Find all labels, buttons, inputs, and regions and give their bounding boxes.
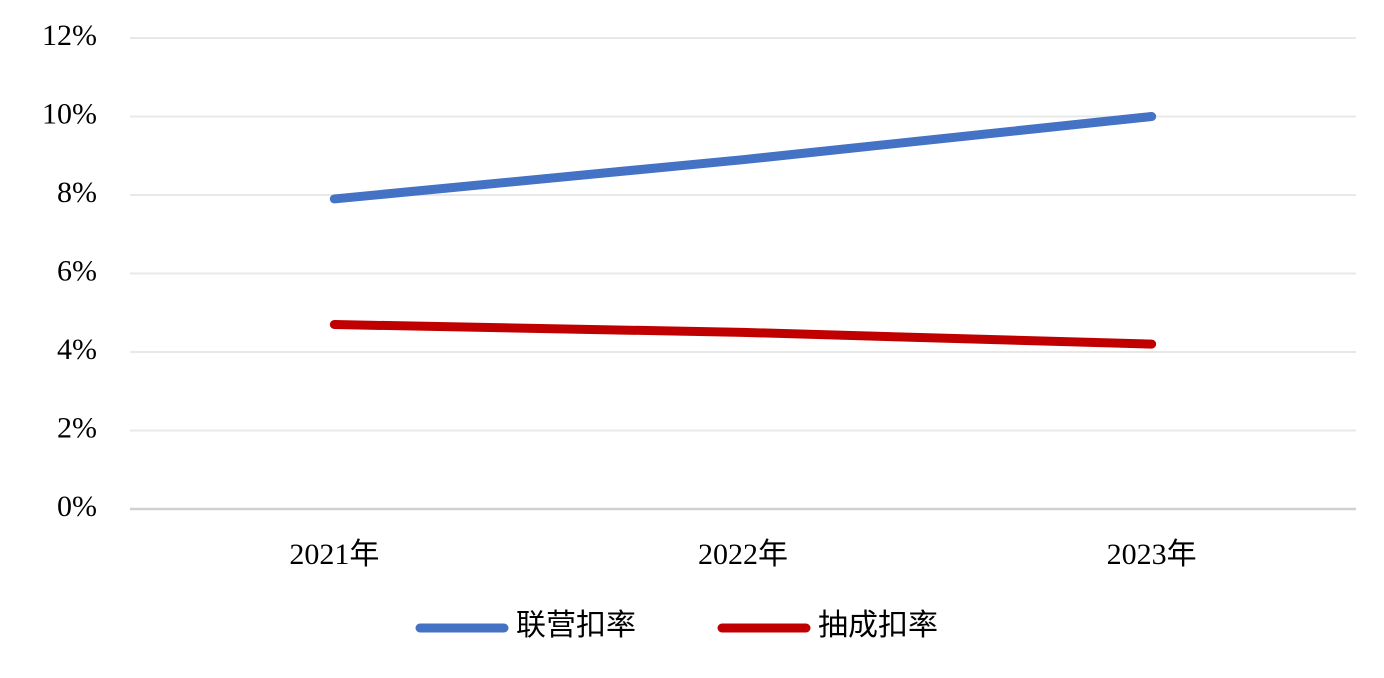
y-tick-label: 10% xyxy=(42,97,97,130)
y-tick-label: 8% xyxy=(57,176,97,209)
y-tick-label: 6% xyxy=(57,254,97,287)
series-line xyxy=(329,320,1157,349)
y-tick-label: 0% xyxy=(57,490,97,523)
y-tick-label: 4% xyxy=(57,333,97,366)
legend-label: 抽成扣率 xyxy=(818,609,938,642)
legend-label: 联营扣率 xyxy=(516,609,636,642)
x-tick-label: 2021年 xyxy=(289,538,379,571)
series-line xyxy=(329,112,1157,204)
x-tick-label: 2023年 xyxy=(1107,538,1197,571)
x-tick-label: 2022年 xyxy=(698,538,788,571)
y-tick-label: 2% xyxy=(57,411,97,444)
y-tick-label: 12% xyxy=(42,19,97,52)
